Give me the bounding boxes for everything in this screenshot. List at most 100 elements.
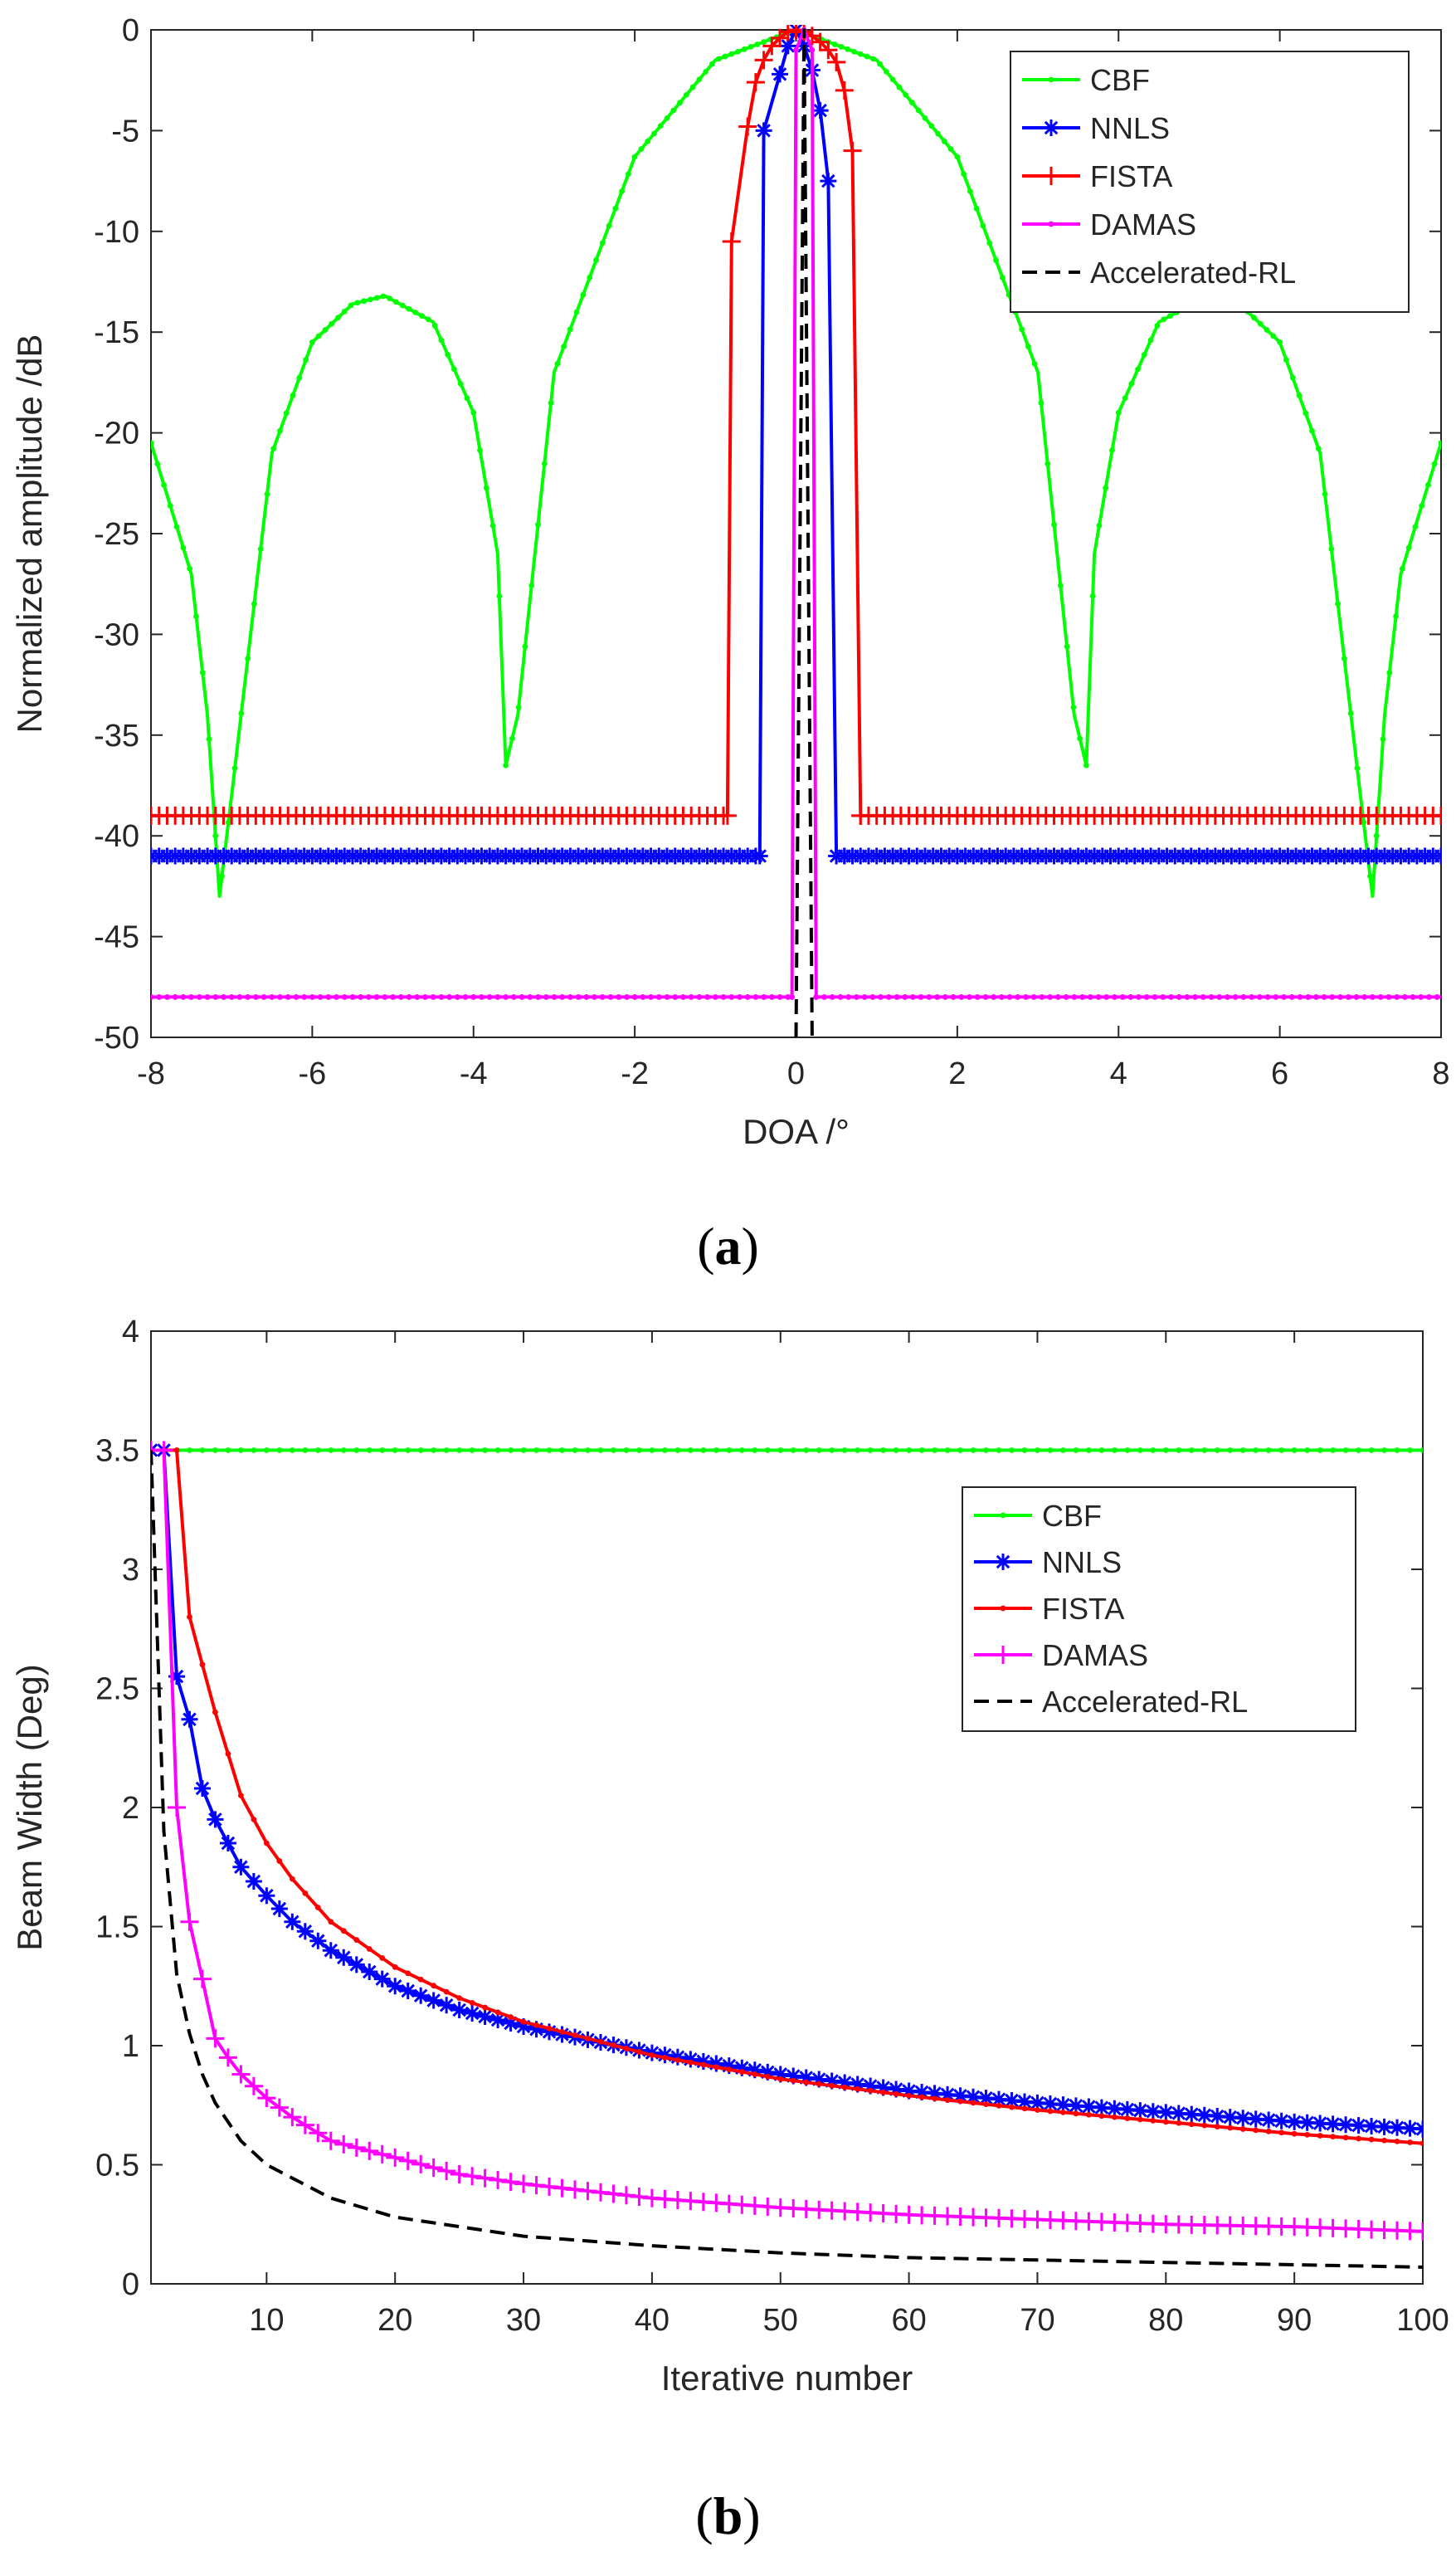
data-point bbox=[703, 69, 709, 75]
data-point bbox=[193, 613, 199, 619]
data-point bbox=[941, 138, 947, 144]
data-point bbox=[1278, 2129, 1285, 2136]
y-tick-label: -5 bbox=[111, 114, 139, 149]
x-tick-label: 6 bbox=[1271, 1056, 1288, 1091]
data-point bbox=[225, 1751, 231, 1757]
data-point bbox=[857, 51, 864, 57]
data-point bbox=[1071, 994, 1078, 1000]
data-point bbox=[738, 1447, 745, 1453]
data-point bbox=[713, 1447, 719, 1453]
data-point bbox=[508, 1447, 514, 1453]
data-point bbox=[878, 994, 884, 1000]
data-point bbox=[1227, 1447, 1234, 1453]
data-point bbox=[373, 2144, 392, 2164]
legend: CBF NNLS FISTA DAMAS Accelerated-RL bbox=[1010, 51, 1410, 313]
data-point bbox=[1405, 544, 1412, 551]
legend-entry: NNLS bbox=[1090, 111, 1170, 145]
x-tick-label: 90 bbox=[1277, 2303, 1312, 2338]
figure-b-chart: 10 20 30 40 50 60 70 80 90 100 0 0.5 1 1.5 2 2.5 3 3.5 4 It… bbox=[10, 1315, 1449, 2398]
data-point bbox=[199, 670, 206, 676]
data-point bbox=[173, 524, 180, 530]
data-point bbox=[1115, 409, 1122, 416]
data-point bbox=[1297, 994, 1303, 1000]
data-point bbox=[811, 102, 829, 120]
data-point bbox=[993, 257, 999, 264]
data-point bbox=[450, 2001, 468, 2018]
data-point bbox=[1419, 503, 1425, 509]
data-point bbox=[958, 994, 965, 1000]
data-point bbox=[1289, 374, 1296, 381]
data-point bbox=[367, 296, 373, 303]
data-point bbox=[1257, 320, 1264, 327]
data-point bbox=[314, 1447, 321, 1453]
data-point bbox=[405, 1970, 411, 1977]
data-point bbox=[283, 410, 290, 417]
data-point bbox=[443, 1447, 450, 1453]
data-point bbox=[918, 994, 924, 1000]
data-point bbox=[585, 2035, 591, 2042]
data-point bbox=[1095, 994, 1102, 1000]
data-point bbox=[849, 2076, 866, 2093]
data-point bbox=[811, 32, 830, 51]
data-point bbox=[206, 2029, 225, 2048]
data-point bbox=[366, 1946, 373, 1952]
data-point bbox=[768, 994, 775, 1000]
data-point bbox=[785, 994, 791, 1000]
data-point bbox=[325, 994, 332, 1000]
data-point bbox=[754, 51, 773, 70]
data-point bbox=[894, 994, 900, 1000]
data-point bbox=[957, 1447, 963, 1453]
data-point bbox=[1227, 2125, 1234, 2131]
data-point bbox=[380, 293, 387, 300]
data-point bbox=[1265, 1447, 1272, 1453]
data-point bbox=[1135, 366, 1141, 373]
data-point bbox=[1385, 994, 1392, 1000]
data-point bbox=[1234, 2110, 1252, 2127]
series-damas bbox=[151, 1441, 1423, 2241]
data-point bbox=[1119, 994, 1126, 1000]
data-point bbox=[1322, 491, 1328, 497]
data-point bbox=[258, 1887, 275, 1905]
legend-entry: FISTA bbox=[1042, 1592, 1124, 1626]
data-point bbox=[867, 1447, 874, 1453]
data-point bbox=[906, 1447, 913, 1453]
data-point bbox=[1328, 546, 1335, 552]
data-point bbox=[631, 154, 638, 160]
data-point bbox=[1025, 344, 1031, 349]
data-point bbox=[329, 320, 335, 327]
data-point bbox=[1425, 481, 1431, 488]
legend-entry: DAMAS bbox=[1042, 1638, 1148, 1672]
data-point bbox=[482, 2004, 489, 2011]
data-point bbox=[527, 2176, 546, 2195]
data-point bbox=[277, 994, 283, 1000]
data-point bbox=[527, 994, 533, 1000]
data-point bbox=[514, 2174, 533, 2193]
data-point bbox=[482, 1447, 489, 1453]
data-point bbox=[1085, 2111, 1092, 2118]
data-point bbox=[1407, 2139, 1413, 2145]
data-point bbox=[424, 2158, 443, 2177]
data-point bbox=[554, 360, 561, 367]
data-point bbox=[540, 2177, 559, 2196]
data-point bbox=[623, 1447, 630, 1453]
data-point bbox=[1015, 2093, 1033, 2110]
data-point bbox=[696, 994, 703, 1000]
data-point bbox=[302, 1447, 309, 1453]
data-point bbox=[744, 994, 751, 1000]
data-point bbox=[759, 2063, 777, 2081]
data-point bbox=[942, 994, 948, 1000]
data-point bbox=[918, 1447, 925, 1453]
data-point bbox=[700, 1447, 707, 1453]
x-tick-label: 30 bbox=[506, 2303, 541, 2338]
data-point bbox=[1176, 994, 1182, 1000]
data-point bbox=[683, 91, 689, 98]
data-point bbox=[1079, 994, 1085, 1000]
y-tick-label: 2 bbox=[122, 1791, 139, 1826]
series-line bbox=[151, 1448, 1423, 2145]
data-point bbox=[520, 2018, 527, 2025]
data-point bbox=[944, 1447, 951, 1453]
data-point bbox=[813, 994, 820, 1000]
data-point bbox=[1184, 994, 1191, 1000]
data-point bbox=[477, 447, 483, 454]
y-tick-label: -35 bbox=[94, 719, 139, 754]
